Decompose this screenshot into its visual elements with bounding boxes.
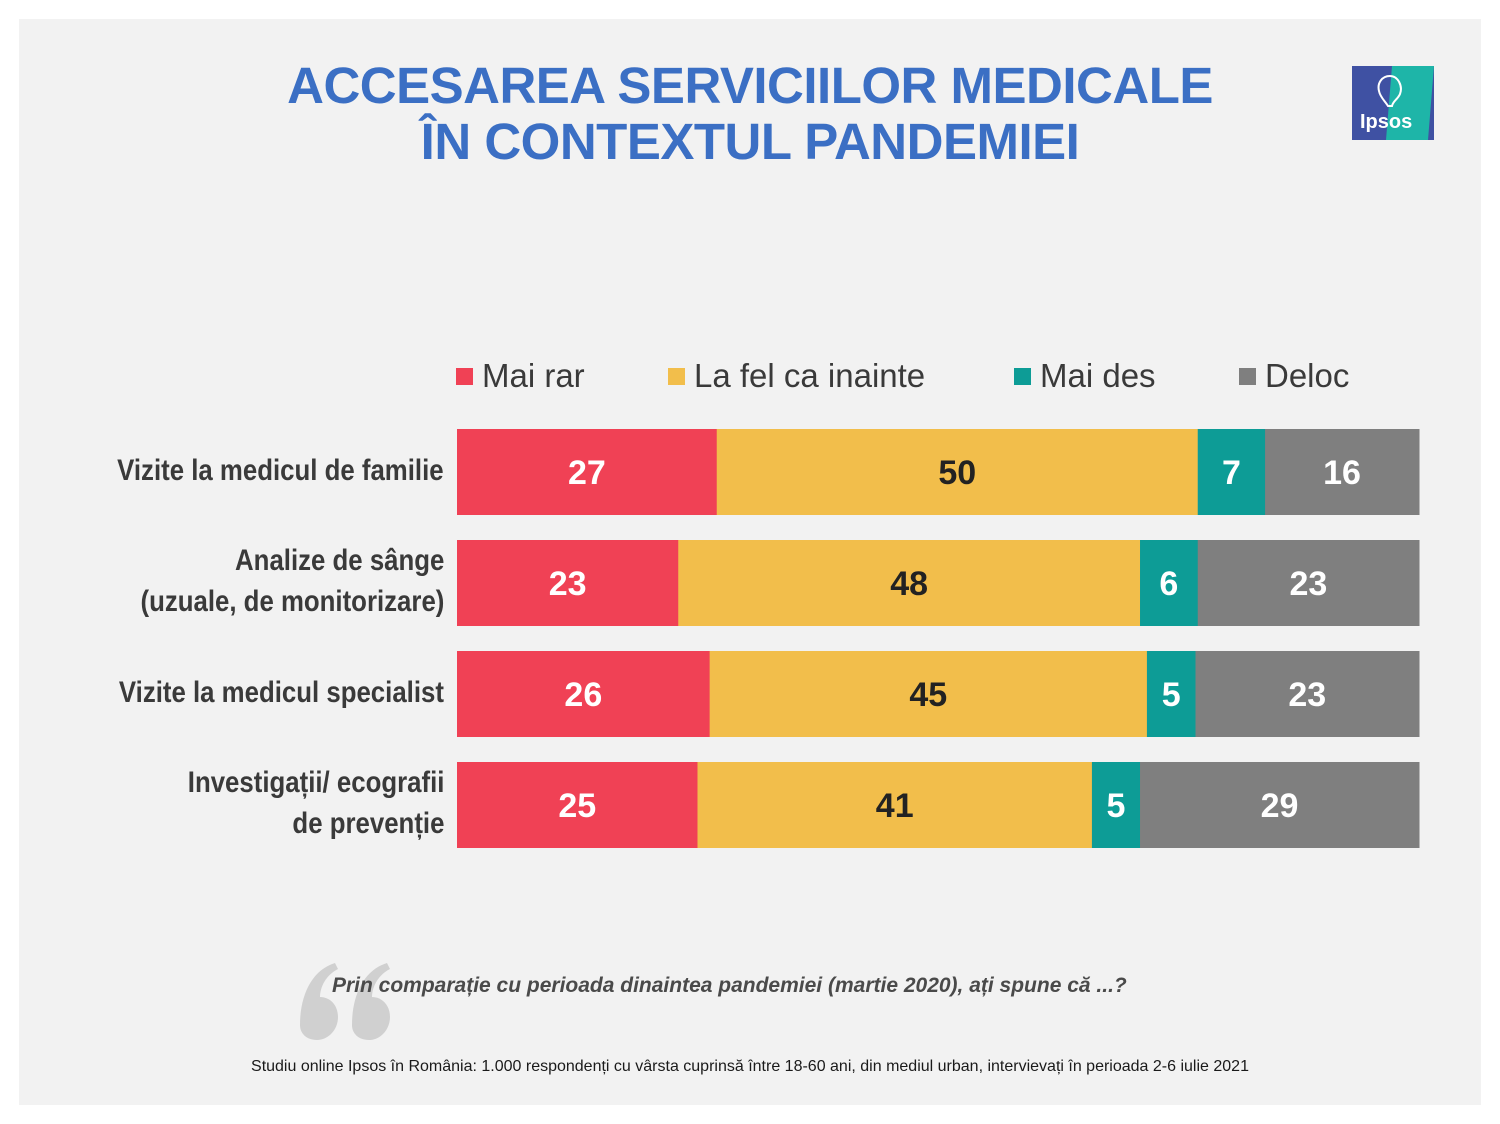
bar-mai-rar-row-3 <box>457 651 711 737</box>
category-label-line: Vizite la medicul de familie <box>117 453 444 487</box>
data-label-la-fel-ca-inainte-row-2: 48 <box>890 565 928 603</box>
bar-deloc-row-1 <box>1265 429 1420 515</box>
data-label-mai-des-row-1: 7 <box>1222 454 1241 492</box>
logo-text: Ipsos <box>1360 111 1412 133</box>
bar-deloc-row-2 <box>1197 540 1420 626</box>
data-label-la-fel-ca-inainte-row-1: 50 <box>938 454 976 492</box>
bar-mai-rar-row-2 <box>457 540 679 626</box>
legend-swatch-mai-rar <box>456 367 473 385</box>
data-label-deloc-row-4: 29 <box>1261 787 1299 825</box>
data-label-mai-rar-row-2: 23 <box>549 565 587 603</box>
legend-label-deloc: Deloc <box>1265 357 1350 394</box>
data-label-mai-des-row-4: 5 <box>1107 787 1126 825</box>
data-label-la-fel-ca-inainte-row-3: 45 <box>909 676 947 714</box>
data-label-mai-des-row-2: 6 <box>1159 565 1178 603</box>
category-label-line: Analize de sânge <box>234 544 444 577</box>
bar-mai-des-row-2 <box>1140 540 1199 626</box>
bar-la-fel-ca-inainte-row-4 <box>697 762 1093 848</box>
category-label-row-3: Vizite la medicul specialist <box>119 672 444 713</box>
data-label-mai-rar-row-1: 27 <box>568 454 606 492</box>
data-label-deloc-row-2: 23 <box>1289 565 1327 603</box>
category-label-row-4: Investigații/ ecografii de prevenție <box>187 762 444 844</box>
logo-head-icon <box>1377 74 1402 107</box>
category-label-row-1: Vizite la medicul de familie <box>118 450 444 491</box>
bar-mai-rar-row-4 <box>457 762 698 848</box>
legend-item-la-fel-ca-inainte: La fel ca inainte <box>668 356 925 396</box>
category-label-line: (uzuale, de monitorizare) <box>140 585 444 618</box>
legend-item-mai-rar: Mai rar <box>456 356 585 396</box>
survey-question: Prin comparație cu perioada dinaintea pa… <box>332 974 1127 997</box>
legend-item-deloc: Deloc <box>1239 356 1349 396</box>
legend-swatch-la-fel-ca-inainte <box>668 367 685 385</box>
bar-mai-des-row-4 <box>1091 762 1141 848</box>
legend-swatch-deloc <box>1239 367 1256 385</box>
data-label-deloc-row-3: 23 <box>1288 676 1326 714</box>
data-label-deloc-row-1: 16 <box>1323 454 1361 492</box>
bar-mai-rar-row-1 <box>457 429 718 515</box>
ipsos-logo: Ipsos <box>1352 66 1434 140</box>
bar-deloc-row-4 <box>1140 762 1420 848</box>
legend-item-mai-des: Mai des <box>1014 356 1156 396</box>
bar-la-fel-ca-inainte-row-3 <box>709 651 1148 737</box>
bar-mai-des-row-1 <box>1197 429 1266 515</box>
legend-label-mai-rar: Mai rar <box>482 357 585 394</box>
category-label-row-2: Analize de sânge (uzuale, de monitorizare… <box>140 540 444 622</box>
category-label-line: Vizite la medicul specialist <box>118 675 444 709</box>
data-label-la-fel-ca-inainte-row-4: 41 <box>876 787 914 825</box>
legend-label-la-fel-ca-inainte: La fel ca inainte <box>694 357 926 394</box>
data-label-mai-des-row-3: 5 <box>1162 676 1181 714</box>
category-label-line: Investigații/ ecografii <box>187 766 444 799</box>
bar-la-fel-ca-inainte-row-1 <box>716 429 1199 515</box>
quote-icon <box>300 963 390 1040</box>
legend-swatch-mai-des <box>1014 367 1031 385</box>
data-label-mai-rar-row-3: 26 <box>564 676 602 714</box>
title-line-2: ÎN CONTEXTUL PANDEMIEI <box>420 113 1080 170</box>
category-label-line: de prevenție <box>292 807 444 840</box>
bar-deloc-row-3 <box>1195 651 1420 737</box>
page-title: ACCESAREA SERVICIILOR MEDICALE ÎN CONTEX… <box>150 58 1350 170</box>
bar-mai-des-row-3 <box>1146 651 1197 737</box>
title-line-1: ACCESAREA SERVICIILOR MEDICALE <box>287 57 1213 114</box>
footnote: Studiu online Ipsos în România: 1.000 re… <box>251 1058 1249 1075</box>
logo-teal-band <box>1386 66 1434 140</box>
legend-label-mai-des: Mai des <box>1040 357 1156 394</box>
bar-la-fel-ca-inainte-row-2 <box>678 540 1141 626</box>
data-label-mai-rar-row-4: 25 <box>558 787 596 825</box>
